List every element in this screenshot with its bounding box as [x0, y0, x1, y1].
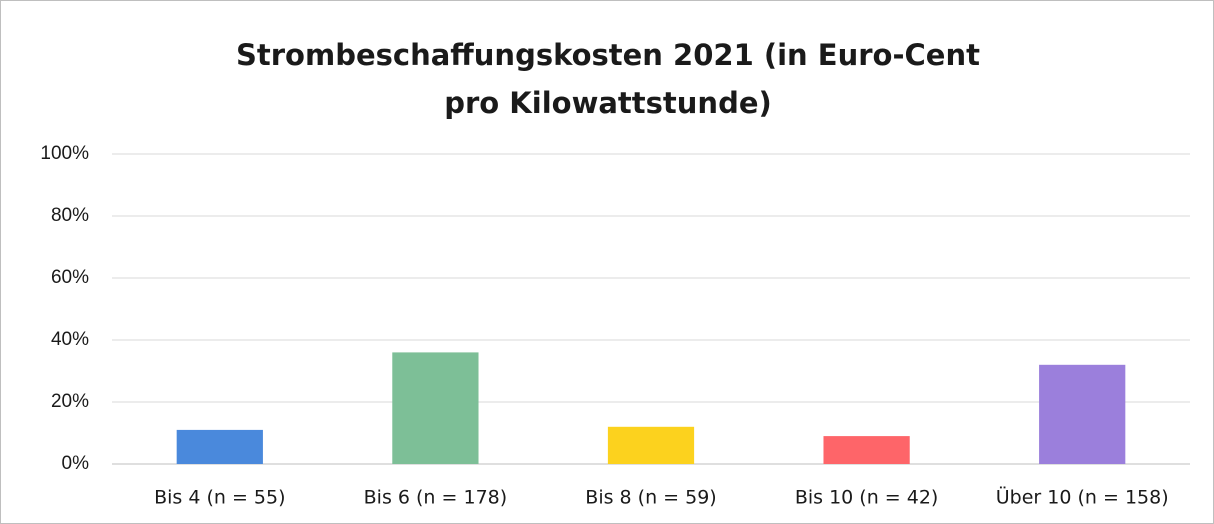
bar	[823, 436, 910, 464]
x-tick-label: Über 10 (n = 158)	[996, 486, 1169, 509]
y-tick-label: 20%	[51, 391, 89, 412]
bar	[607, 426, 695, 464]
x-tick-label: Bis 10 (n = 42)	[795, 487, 939, 509]
bar	[1039, 364, 1126, 464]
x-tick-label: Bis 4 (n = 55)	[154, 487, 285, 509]
y-tick-label: 60%	[51, 267, 89, 288]
chart-title: Strombeschaffungskosten 2021 (in Euro-Ce…	[236, 38, 980, 120]
bar	[176, 429, 263, 464]
y-tick-label: 100%	[40, 143, 89, 164]
y-tick-label: 0%	[62, 453, 90, 474]
bar	[392, 352, 479, 464]
x-tick-label: Bis 6 (n = 178)	[364, 487, 508, 509]
y-tick-label: 40%	[51, 329, 89, 350]
x-tick-label: Bis 8 (n = 59)	[585, 487, 716, 509]
y-tick-label: 80%	[51, 205, 89, 226]
